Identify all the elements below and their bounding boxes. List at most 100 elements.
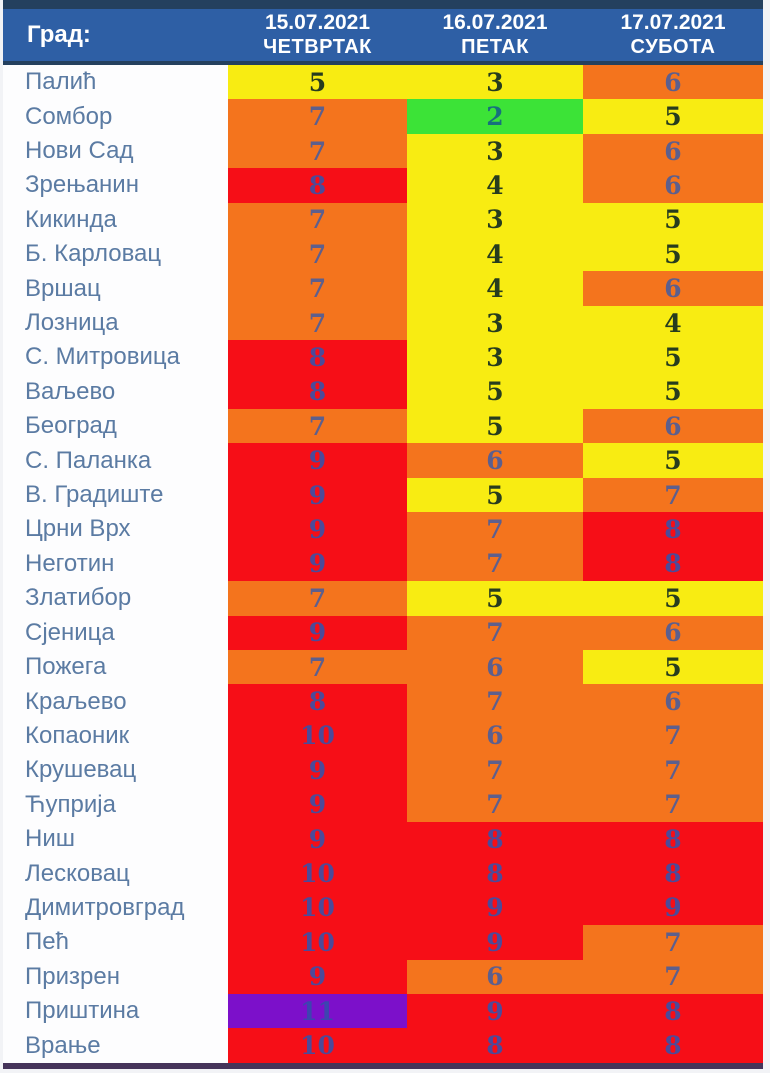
uv-cell-thursday: 7: [228, 237, 407, 272]
uv-cell-thursday: 9: [228, 821, 407, 857]
uv-cell-thursday: 11: [228, 993, 407, 1029]
city-name: Крушевац: [3, 753, 228, 788]
city-name: Сомбор: [3, 99, 228, 134]
uv-cell-saturday: 5: [583, 581, 763, 616]
city-name: Лесковац: [3, 856, 228, 891]
uv-cell-thursday: 10: [228, 856, 407, 891]
uv-cell-friday: 5: [407, 374, 583, 410]
city-name: Ниш: [3, 821, 228, 857]
uv-cell-thursday: 10: [228, 890, 407, 926]
uv-cell-saturday: 6: [583, 65, 763, 100]
uv-cell-thursday: 7: [228, 271, 407, 306]
table-row: Пећ 10 9 7: [3, 925, 763, 960]
table-row: Ћуприја 9 7 7: [3, 787, 763, 822]
city-name: Лозница: [3, 305, 228, 341]
uv-cell-friday: 7: [407, 546, 583, 582]
city-name: Пожега: [3, 649, 228, 685]
city-name: Сјеница: [3, 615, 228, 650]
city-name: Палић: [3, 65, 228, 100]
uv-cell-saturday: 4: [583, 305, 763, 341]
uv-cell-saturday: 7: [583, 787, 763, 822]
city-name: Копаоник: [3, 718, 228, 754]
bottom-border: [3, 1063, 763, 1069]
uv-cell-thursday: 9: [228, 753, 407, 788]
table-body: Палић 5 3 6 Сомбор 7 2 5 Нови Сад 7 3 6 …: [3, 65, 763, 1063]
header-date: 17.07.2021: [620, 11, 726, 35]
uv-cell-saturday: 5: [583, 649, 763, 685]
table-row: С. Паланка 9 6 5: [3, 443, 763, 478]
uv-cell-saturday: 5: [583, 237, 763, 272]
table-row: Сомбор 7 2 5: [3, 99, 763, 134]
uv-cell-thursday: 10: [228, 1028, 407, 1063]
header-day: СУБОТА: [630, 35, 716, 58]
city-name: Врање: [3, 1028, 228, 1063]
uv-cell-thursday: 7: [228, 202, 407, 238]
uv-cell-saturday: 7: [583, 477, 763, 513]
uv-cell-saturday: 6: [583, 133, 763, 169]
uv-cell-thursday: 8: [228, 168, 407, 203]
uv-cell-saturday: 7: [583, 753, 763, 788]
table-row: Приштина 11 9 8: [3, 993, 763, 1029]
uv-cell-friday: 9: [407, 925, 583, 960]
uv-cell-thursday: 9: [228, 787, 407, 822]
uv-cell-saturday: 5: [583, 443, 763, 478]
city-name: Призрен: [3, 959, 228, 994]
date-column-header-friday: 16.07.2021 ПЕТАК: [407, 11, 583, 58]
header-date: 15.07.2021: [264, 11, 371, 35]
uv-cell-saturday: 6: [583, 271, 763, 306]
uv-cell-saturday: 6: [583, 409, 763, 444]
uv-cell-friday: 7: [407, 753, 583, 788]
table-row: Врање 10 8 8: [3, 1028, 763, 1063]
uv-cell-thursday: 9: [228, 477, 407, 513]
uv-cell-saturday: 6: [583, 684, 763, 719]
uv-cell-saturday: 5: [583, 99, 763, 134]
uv-cell-friday: 8: [407, 1028, 583, 1063]
table-row: Златибор 7 5 5: [3, 581, 763, 616]
header-row: Град: 15.07.2021 ЧЕТВРТАК 16.07.2021 ПЕТ…: [3, 9, 763, 61]
table-row: Пожега 7 6 5: [3, 649, 763, 685]
table-row: Црни Врх 9 7 8: [3, 512, 763, 547]
table-row: Ниш 9 8 8: [3, 821, 763, 857]
header-date: 16.07.2021: [442, 11, 548, 35]
table-row: Сјеница 9 7 6: [3, 615, 763, 650]
table-row: Ваљево 8 5 5: [3, 374, 763, 410]
top-border: [3, 0, 763, 9]
uv-cell-saturday: 9: [583, 890, 763, 926]
uv-cell-thursday: 8: [228, 340, 407, 375]
uv-cell-thursday: 9: [228, 959, 407, 994]
uv-cell-friday: 8: [407, 821, 583, 857]
uv-cell-saturday: 7: [583, 959, 763, 994]
uv-cell-saturday: 8: [583, 1028, 763, 1063]
city-name: Нови Сад: [3, 133, 228, 169]
uv-cell-saturday: 6: [583, 168, 763, 203]
header-day: ЧЕТВРТАК: [263, 35, 372, 58]
city-name: Вршац: [3, 271, 228, 306]
uv-cell-friday: 6: [407, 443, 583, 478]
uv-cell-thursday: 8: [228, 684, 407, 719]
uv-cell-friday: 6: [407, 718, 583, 754]
date-column-header-saturday: 17.07.2021 СУБОТА: [583, 11, 763, 58]
uv-cell-friday: 3: [407, 133, 583, 169]
table-row: Београд 7 5 6: [3, 409, 763, 444]
uv-cell-friday: 3: [407, 340, 583, 375]
table-row: Зрењанин 8 4 6: [3, 168, 763, 203]
table-row: Лесковац 10 8 8: [3, 856, 763, 891]
table-row: Лозница 7 3 4: [3, 305, 763, 341]
uv-cell-thursday: 8: [228, 374, 407, 410]
uv-cell-thursday: 9: [228, 443, 407, 478]
uv-cell-saturday: 7: [583, 718, 763, 754]
city-name: Ваљево: [3, 374, 228, 410]
table-row: Палић 5 3 6: [3, 65, 763, 100]
uv-cell-friday: 3: [407, 65, 583, 100]
uv-cell-friday: 3: [407, 305, 583, 341]
table-row: Нови Сад 7 3 6: [3, 133, 763, 169]
uv-cell-friday: 5: [407, 581, 583, 616]
date-column-header-thursday: 15.07.2021 ЧЕТВРТАК: [228, 11, 407, 58]
uv-cell-saturday: 8: [583, 993, 763, 1029]
table-row: Краљево 8 7 6: [3, 684, 763, 719]
uv-cell-saturday: 8: [583, 512, 763, 547]
uv-cell-thursday: 7: [228, 133, 407, 169]
uv-cell-friday: 6: [407, 959, 583, 994]
uv-cell-saturday: 5: [583, 374, 763, 410]
